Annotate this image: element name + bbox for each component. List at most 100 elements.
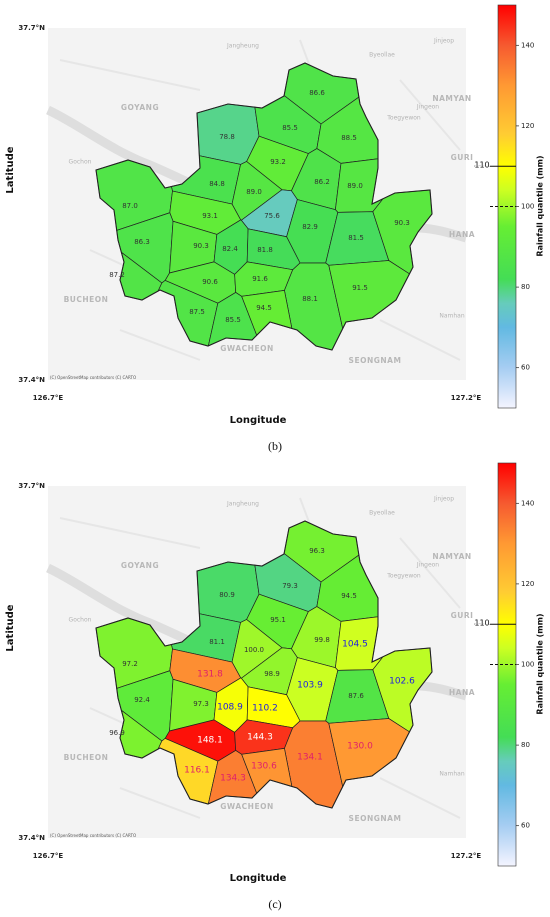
district-value: 86.2	[314, 178, 330, 186]
district-value: 86.3	[134, 238, 150, 246]
district-value: 85.5	[225, 316, 241, 324]
district-value: 90.6	[202, 278, 218, 286]
district-value: 79.3	[282, 582, 298, 590]
basemap-label: GWACHEON	[220, 344, 273, 353]
panel-caption: (b)	[268, 439, 282, 453]
district-value: 130.0	[347, 742, 373, 752]
district-value: 97.3	[193, 700, 209, 708]
district-value: 130.6	[251, 762, 277, 772]
district-value: 93.2	[270, 158, 286, 166]
colorbar-label: Rainfall quantile (mm)	[536, 613, 545, 714]
district-value: 116.1	[184, 766, 210, 776]
district-value: 95.1	[270, 616, 286, 624]
basemap-label: Byeollae	[369, 52, 395, 59]
district-value: 94.5	[341, 592, 357, 600]
basemap-label: Jinjeop	[433, 496, 454, 503]
basemap-label: BUCHEON	[64, 753, 109, 762]
colorbar-tick-label: 140	[521, 41, 534, 49]
lon-tick-label: 126.7°E	[33, 394, 64, 402]
colorbar-tick-label: 60	[521, 822, 530, 830]
colorbar-tick-label: 60	[521, 364, 530, 372]
colorbar-label: Rainfall quantile (mm)	[536, 155, 545, 256]
colorbar-tick-label: 120	[521, 580, 534, 588]
district-value: 91.6	[252, 275, 268, 283]
basemap-label: Gochon	[69, 617, 92, 624]
district-value: 92.4	[134, 696, 150, 704]
y-axis-label: Latitude	[5, 604, 16, 651]
basemap-label: Jangheung	[226, 501, 259, 508]
district-value: 90.3	[394, 219, 410, 227]
district-value: 103.9	[297, 681, 323, 691]
district-value: 75.6	[264, 212, 280, 220]
basemap-label: NAMYAN	[432, 94, 471, 103]
district-value: 134.3	[220, 774, 246, 784]
basemap-label: HANA	[449, 688, 475, 697]
colorbar-tick-label: 80	[521, 741, 530, 749]
district-value: 96.9	[109, 729, 125, 737]
lat-tick-label: 37.7°N	[18, 24, 45, 32]
city-outline	[95, 62, 433, 351]
district-value: 84.8	[209, 180, 225, 188]
district-value: 88.5	[341, 134, 357, 142]
basemap-label: Gochon	[69, 159, 92, 166]
district-value: 81.8	[257, 246, 273, 254]
district-value: 144.3	[247, 733, 273, 743]
basemap-label: GWACHEON	[220, 802, 273, 811]
district-value: 110.2	[252, 704, 278, 714]
x-axis-label: Longitude	[230, 873, 287, 884]
basemap-label: SEONGNAM	[349, 814, 402, 823]
district-value: 91.5	[352, 284, 368, 292]
district-value: 97.2	[122, 660, 138, 668]
basemap-label: Namhan	[439, 313, 464, 320]
district-value: 134.1	[297, 753, 323, 763]
reference-label: 110	[474, 161, 489, 170]
lat-tick-label: 37.4°N	[18, 834, 45, 842]
basemap-label: Jingeon	[416, 562, 439, 569]
basemap-label: Toegyewon	[386, 115, 421, 122]
lon-tick-label: 127.2°E	[451, 852, 482, 860]
district-value: 81.5	[348, 234, 364, 242]
district-value: 90.3	[193, 242, 209, 250]
map-panel: GOYANG Gochon BUCHEON Jangheung Byeollae Jinj…	[5, 4, 545, 453]
district-value: 85.5	[282, 124, 298, 132]
district-value: 94.5	[256, 304, 272, 312]
district-value: 87.0	[122, 202, 138, 210]
district-value: 131.8	[197, 670, 223, 680]
y-axis-label: Latitude	[5, 146, 16, 193]
basemap-label: Toegyewon	[386, 573, 421, 580]
basemap-label: (C) OpenStreetMap contributors (C) CARTO	[50, 833, 136, 838]
basemap-label: GURI	[451, 611, 474, 620]
basemap-label: Jangheung	[226, 43, 259, 50]
basemap-label: GOYANG	[121, 103, 159, 112]
district-value: 87.2	[109, 271, 125, 279]
basemap-label: Namhan	[439, 771, 464, 778]
district-value: 89.0	[246, 188, 262, 196]
district-value: 104.5	[342, 640, 368, 650]
colorbar-tick-label: 100	[521, 203, 534, 211]
reference-label: 110	[474, 619, 489, 628]
city-outline	[95, 520, 433, 809]
colorbar-tick-label: 140	[521, 499, 534, 507]
district-value: 93.1	[202, 212, 218, 220]
district-value: 87.5	[189, 308, 205, 316]
district-value: 148.1	[197, 736, 223, 746]
district-value: 80.9	[219, 591, 235, 599]
panel-caption: (c)	[268, 897, 281, 911]
basemap-label: HANA	[449, 230, 475, 239]
basemap-label: GURI	[451, 153, 474, 162]
lat-tick-label: 37.7°N	[18, 482, 45, 490]
district-value: 82.9	[302, 223, 318, 231]
basemap-label: Jingeon	[416, 104, 439, 111]
basemap-label: NAMYAN	[432, 552, 471, 561]
colorbar-tick-label: 100	[521, 661, 534, 669]
x-axis-label: Longitude	[230, 415, 287, 426]
basemap-label: Jinjeop	[433, 38, 454, 45]
colorbar-tick-label: 120	[521, 122, 534, 130]
basemap-label: GOYANG	[121, 561, 159, 570]
basemap-label: (C) OpenStreetMap contributors (C) CARTO	[50, 375, 136, 380]
district-value: 96.3	[309, 547, 325, 555]
lon-tick-label: 127.2°E	[451, 394, 482, 402]
